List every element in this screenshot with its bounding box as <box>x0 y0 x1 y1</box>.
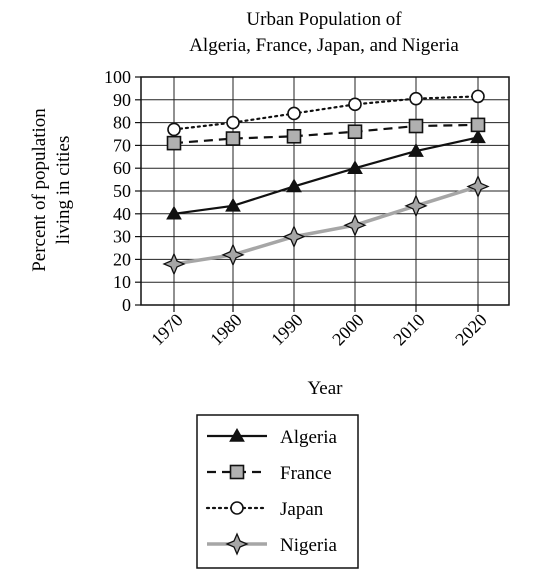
y-axis-label-line-2: living in cities <box>53 136 74 245</box>
x-axis-label: Year <box>307 378 343 399</box>
data-point-france <box>408 118 424 134</box>
y-axis-label: Percent of population living in cities <box>29 108 74 272</box>
data-point-france <box>166 135 182 151</box>
data-point-nigeria <box>221 243 245 267</box>
x-tick-label: 2000 <box>328 310 368 350</box>
x-tick-label: 2020 <box>451 310 491 350</box>
y-tick-label: 20 <box>113 249 131 269</box>
data-point-japan <box>471 89 485 104</box>
x-tick-label: 1970 <box>147 310 187 350</box>
data-point-japan <box>409 91 423 106</box>
series-line-algeria <box>173 136 479 215</box>
data-point-nigeria <box>282 224 306 249</box>
series-japan <box>167 89 485 137</box>
data-point-algeria <box>225 197 241 212</box>
x-tick-label: 1980 <box>206 310 246 350</box>
y-tick-label: 80 <box>113 113 131 133</box>
y-axis-label-line-1: Percent of population <box>29 108 50 272</box>
data-point-france <box>470 117 486 133</box>
x-tick-label: 2010 <box>389 310 429 350</box>
legend-item-nigeria: Nigeria <box>207 532 338 556</box>
legend-label: Japan <box>280 499 324 520</box>
series-line-france <box>173 123 479 145</box>
legend-item-japan: Japan <box>205 499 324 520</box>
data-point-nigeria <box>466 174 490 199</box>
x-axis-ticks: 1970 1980 1990 2000 2010 2020 <box>147 305 491 349</box>
chart-title-line-2: Algeria, France, Japan, and Nigeria <box>189 35 459 56</box>
legend-item-france: France <box>207 463 332 484</box>
data-point-japan <box>348 97 362 112</box>
legend-marker-algeria <box>229 427 245 442</box>
y-tick-label: 60 <box>113 158 131 178</box>
y-tick-label: 40 <box>113 204 131 224</box>
y-tick-label: 10 <box>113 272 131 292</box>
series-algeria <box>166 129 486 220</box>
y-tick-label: 90 <box>113 90 131 110</box>
data-point-algeria <box>470 129 486 144</box>
legend-marker-japan <box>230 501 244 515</box>
legend-label: Nigeria <box>280 535 338 556</box>
legend-marker-france <box>229 464 245 480</box>
data-point-nigeria <box>404 194 428 218</box>
y-tick-label: 70 <box>113 135 131 155</box>
y-tick-label: 30 <box>113 227 131 247</box>
data-point-france <box>347 124 363 140</box>
y-tick-label: 50 <box>113 181 131 201</box>
plot-grid <box>140 76 510 306</box>
legend-label: Algeria <box>280 427 338 448</box>
data-point-france <box>225 131 241 146</box>
series-layer <box>162 89 490 276</box>
data-point-nigeria <box>162 252 186 276</box>
data-point-algeria <box>347 160 363 174</box>
data-point-algeria <box>286 178 302 193</box>
legend-marker-nigeria <box>225 532 249 556</box>
legend: Algeria France Japan Nigeria <box>196 414 359 569</box>
y-tick-label: 100 <box>104 67 131 87</box>
data-point-algeria <box>408 143 424 157</box>
legend-label: France <box>280 463 332 484</box>
data-point-japan <box>226 115 240 130</box>
series-line-nigeria <box>173 184 479 266</box>
legend-item-algeria: Algeria <box>207 427 338 448</box>
data-point-algeria <box>166 205 182 220</box>
series-line-japan <box>172 95 480 131</box>
y-tick-label: 0 <box>122 295 131 315</box>
x-tick-label: 1990 <box>267 310 307 350</box>
data-point-france <box>286 128 302 144</box>
data-point-japan <box>167 122 181 137</box>
data-point-nigeria <box>343 213 367 237</box>
chart-title-line-1: Urban Population of <box>246 9 402 30</box>
series-nigeria <box>162 174 490 276</box>
data-point-japan <box>287 106 301 121</box>
series-france <box>166 117 486 151</box>
